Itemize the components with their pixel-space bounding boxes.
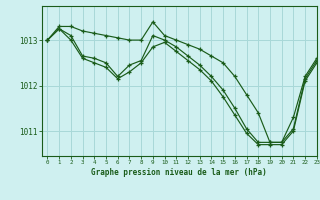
X-axis label: Graphe pression niveau de la mer (hPa): Graphe pression niveau de la mer (hPa) [91, 168, 267, 177]
